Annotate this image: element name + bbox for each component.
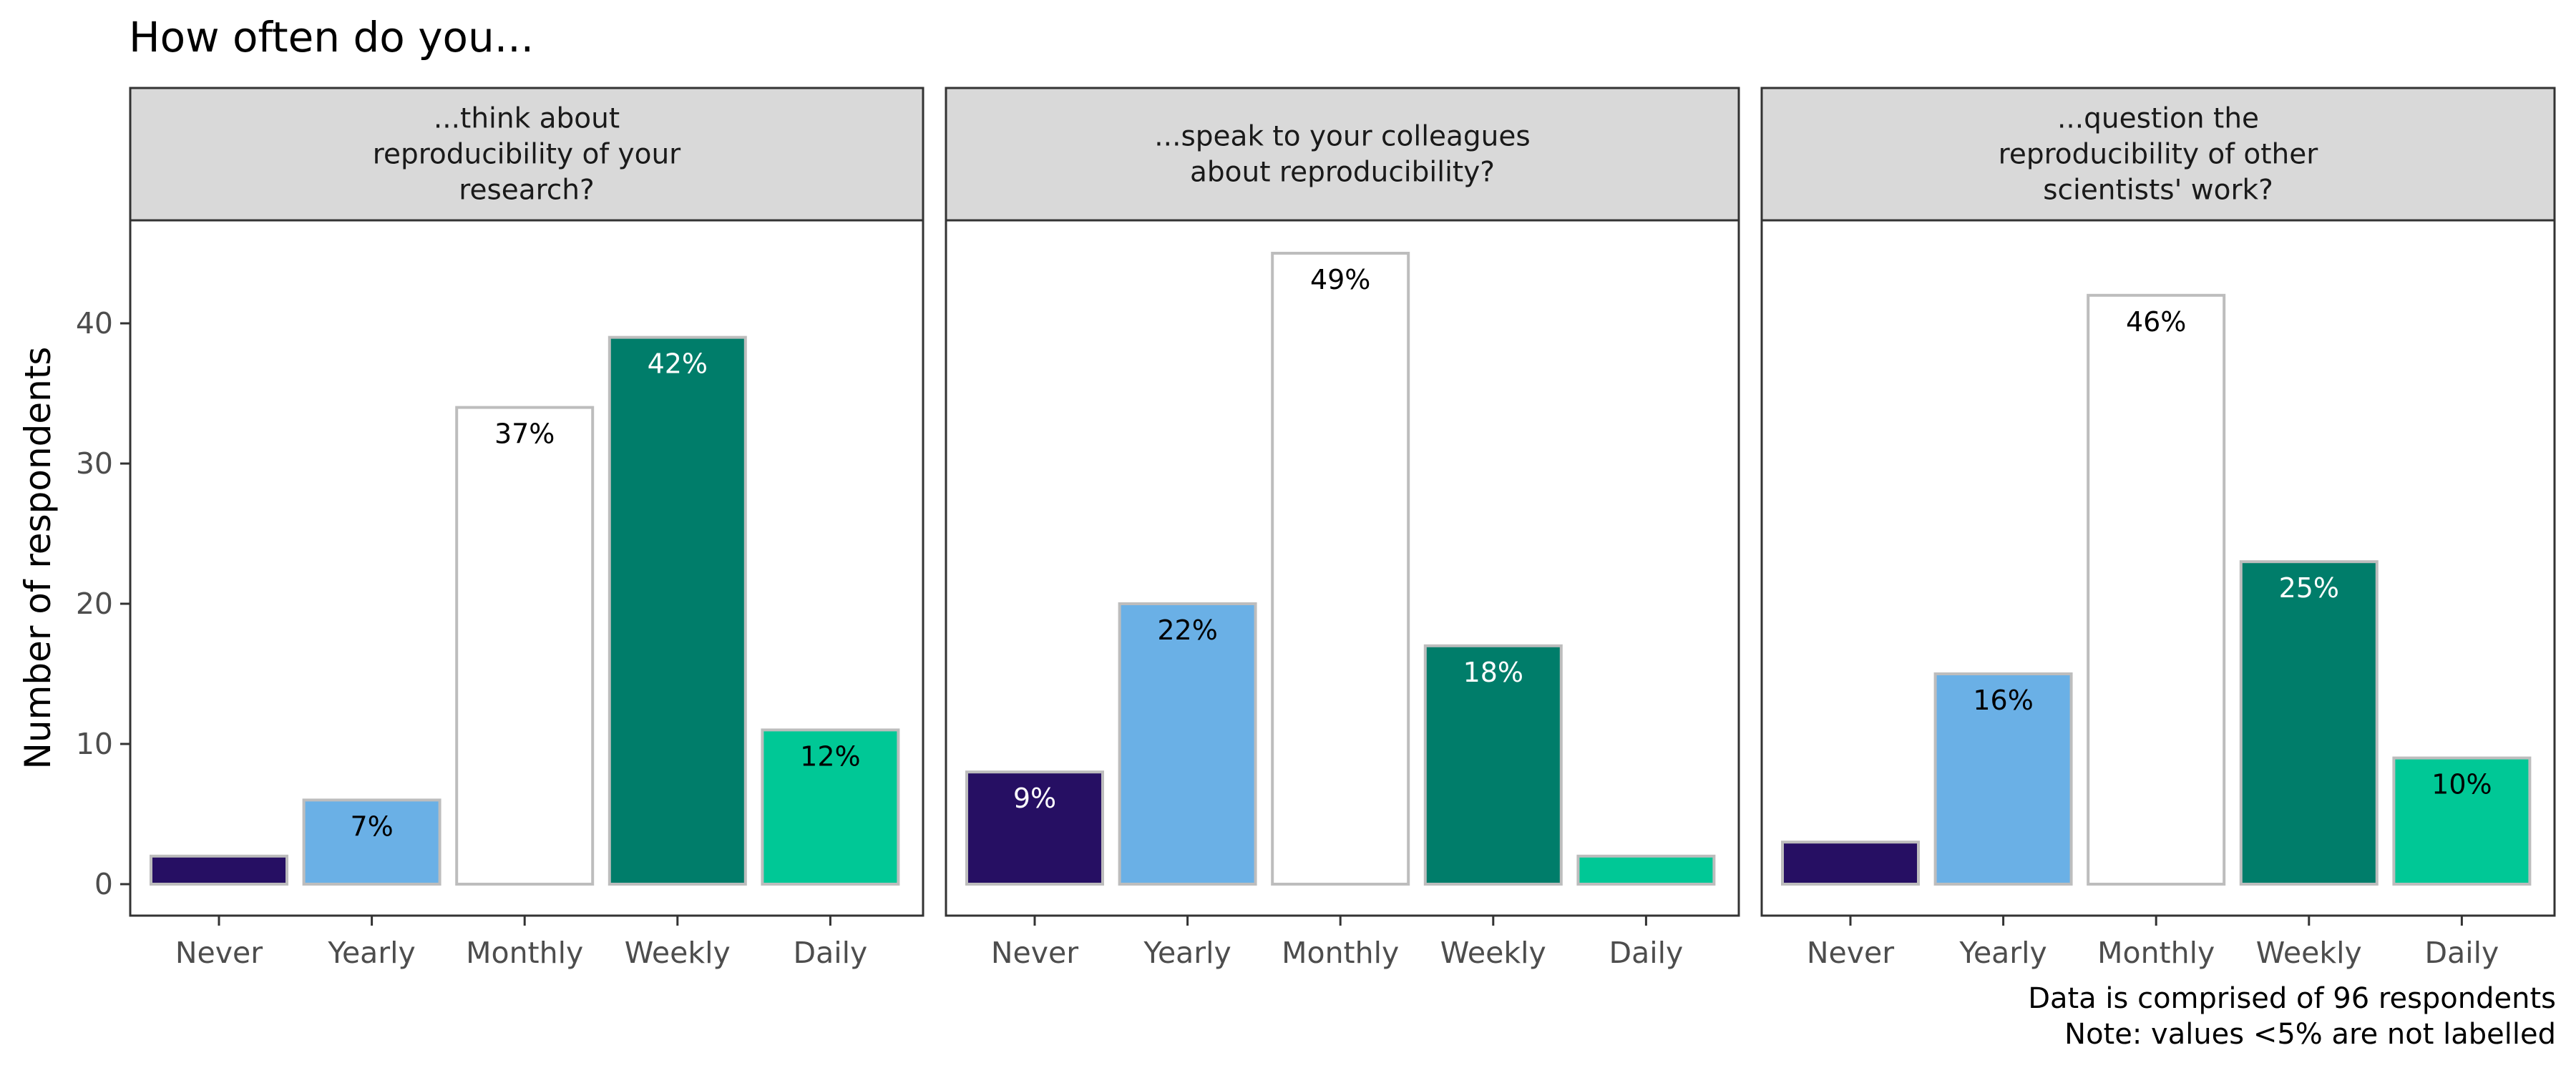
panel-title-line: about reproducibility? (1190, 157, 1495, 189)
caption-line: Note: values <5% are not labelled (2064, 1018, 2556, 1051)
x-tick-label: Weekly (1440, 936, 1546, 970)
x-tick-label: Weekly (2256, 936, 2362, 970)
bar-weekly (1423, 644, 1563, 886)
bar-never (965, 770, 1104, 886)
bar-daily (1576, 854, 1716, 886)
bar-monthly (455, 406, 595, 886)
bar-value-label: 22% (1157, 614, 1217, 646)
y-tick-label: 20 (76, 587, 113, 621)
x-tick-label: Yearly (1143, 936, 1231, 970)
bar-value-label: 12% (800, 740, 860, 772)
x-tick-label: Daily (1609, 936, 1684, 970)
caption: Data is comprised of 96 respondentsNote:… (2028, 982, 2556, 1051)
bar-value-label: 49% (1310, 264, 1370, 295)
x-tick-label: Monthly (2097, 936, 2215, 970)
x-tick-label: Yearly (327, 936, 415, 970)
bar-weekly (608, 335, 747, 886)
y-tick-label: 10 (76, 727, 113, 761)
panel-title-line: reproducibility of other (1999, 139, 2319, 171)
x-tick-label: Daily (794, 936, 868, 970)
x-tick-label: Monthly (466, 936, 583, 970)
x-tick-label: Never (175, 936, 263, 970)
bar-value-label: 9% (1013, 783, 1056, 814)
x-tick-label: Weekly (625, 936, 731, 970)
panel-title-line: research? (459, 175, 594, 207)
x-tick-label: Yearly (1958, 936, 2046, 970)
bar-value-label: 18% (1463, 657, 1523, 688)
x-tick-label: Never (1807, 936, 1894, 970)
y-tick-label: 0 (94, 867, 113, 901)
y-axis-title: Number of respondents (17, 347, 59, 770)
panel-3: ...question the reproducibility of other s… (1760, 87, 2556, 970)
panel-strip (1760, 87, 2556, 222)
bar-never (150, 854, 288, 886)
bar-monthly (1271, 252, 1410, 886)
bar-value-label: 37% (494, 418, 555, 450)
panel-title-line: ...think about (434, 103, 620, 135)
panel-2: ...speak to your colleagues about reprodu… (945, 87, 1740, 970)
x-tick-label: Never (991, 936, 1078, 970)
bar-yearly (1933, 672, 2073, 886)
bar-never (1781, 841, 1920, 886)
bar-daily (761, 728, 900, 886)
y-tick-label: 30 (76, 446, 113, 481)
bar-yearly (1118, 602, 1257, 886)
panel-title-line: scientists' work? (2043, 175, 2273, 207)
caption-line: Data is comprised of 96 respondents (2028, 982, 2556, 1015)
panel-1: ...think about reproducibility of your res… (129, 87, 924, 970)
panel-title-line: ...question the (2057, 103, 2259, 135)
bar-value-label: 10% (2431, 769, 2492, 800)
bar-monthly (2087, 293, 2226, 886)
bar-value-label: 7% (350, 810, 393, 842)
bar-daily (2392, 756, 2532, 886)
chart-title: How often do you... (129, 13, 534, 62)
x-tick-label: Daily (2425, 936, 2499, 970)
panel-strip (129, 87, 924, 222)
bar-value-label: 25% (2279, 572, 2339, 604)
panels: ...think about reproducibility of your res… (129, 87, 2556, 970)
bar-value-label: 42% (648, 348, 708, 380)
bar-weekly (2239, 560, 2379, 886)
panel-strip (945, 87, 1740, 222)
y-axis: 0 10 20 30 40 (76, 306, 130, 901)
bar-value-label: 16% (1973, 685, 2033, 716)
panel-title-line: ...speak to your colleagues (1154, 121, 1530, 153)
y-tick-label: 40 (76, 306, 113, 340)
panel-title-line: reproducibility of your (373, 139, 681, 171)
bar-value-label: 46% (2126, 306, 2186, 338)
bar-yearly (302, 798, 441, 886)
x-tick-label: Monthly (1282, 936, 1399, 970)
